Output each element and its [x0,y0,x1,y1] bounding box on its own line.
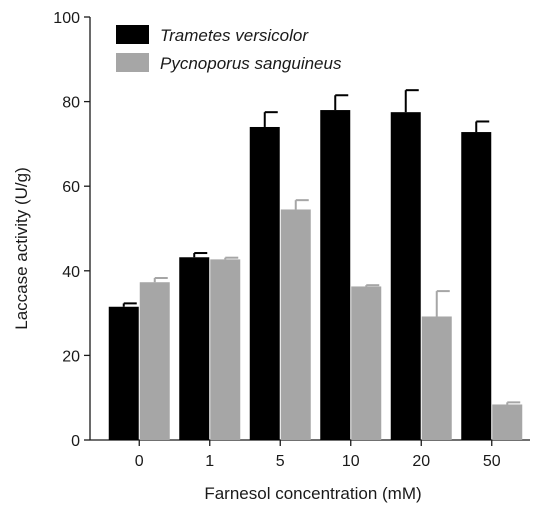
bar [210,259,241,440]
bar [421,316,452,440]
legend-swatch [116,53,149,72]
x-tick-label: 50 [483,453,501,470]
y-tick-label: 0 [71,433,80,450]
error-bars [122,89,521,405]
y-tick-label: 100 [53,10,80,27]
bar [249,126,280,440]
legend-swatch [116,25,149,44]
y-tick-label: 80 [62,95,80,112]
y-ticks: 0 20 40 60 80 100 [53,10,90,450]
x-ticks: 0 1 5 10 20 50 [135,440,501,470]
x-tick-label: 1 [205,453,214,470]
legend-label: Trametes versicolor [160,26,309,45]
x-tick-label: 20 [412,453,430,470]
legend-label: Pycnoporus sanguineus [160,54,342,73]
y-axis-title: Laccase activity (U/g) [12,167,31,330]
x-tick-label: 10 [342,453,360,470]
x-axis-title: Farnesol concentration (mM) [204,484,421,503]
bar [390,112,421,441]
bar [351,286,382,440]
bar [320,110,351,440]
x-tick-label: 5 [276,453,285,470]
bar [461,132,492,440]
bar [492,404,523,440]
bar [179,257,210,440]
y-tick-label: 20 [62,348,80,365]
y-tick-label: 60 [62,179,80,196]
bars [108,110,523,441]
y-tick-label: 40 [62,264,80,281]
legend: Trametes versicolor Pycnoporus sanguineus [116,25,342,73]
bar [139,282,170,440]
bar [108,306,139,440]
x-tick-label: 0 [135,453,144,470]
bar [280,209,311,440]
